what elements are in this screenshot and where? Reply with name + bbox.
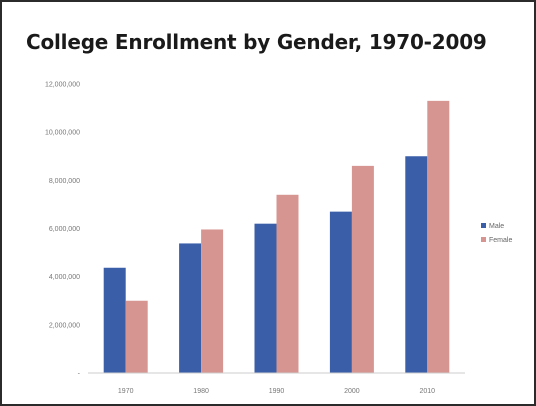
- bar-male-2010: [405, 156, 428, 373]
- y-tick-label: 12,000,000: [45, 82, 80, 89]
- legend-label-female: Female: [489, 237, 512, 244]
- bar-female-1980: [201, 229, 224, 373]
- x-tick-label: 2000: [344, 388, 360, 395]
- bar-male-1990: [254, 223, 277, 373]
- y-tick-label: -: [78, 371, 81, 378]
- chart-title: College Enrollment by Gender, 1970-2009: [26, 30, 487, 54]
- x-tick-label: 1990: [269, 388, 285, 395]
- legend: Male Female: [481, 223, 512, 244]
- x-tick-label: 1970: [118, 388, 134, 395]
- bar-female-1990: [276, 194, 299, 373]
- legend-swatch-male: [481, 223, 486, 228]
- bar-female-1970: [125, 300, 148, 373]
- y-axis-ticks: - 2,000,000 4,000,000 6,000,000 8,000,000 10,…: [45, 82, 81, 378]
- legend-label-male: Male: [489, 223, 504, 230]
- y-tick-label: 4,000,000: [49, 274, 80, 281]
- bar-male-1970: [103, 267, 126, 373]
- y-tick-label: 10,000,000: [45, 130, 80, 137]
- x-tick-label: 2010: [420, 388, 436, 395]
- bar-female-2000: [351, 165, 374, 373]
- y-tick-label: 8,000,000: [49, 178, 80, 185]
- bar-male-2000: [329, 211, 352, 373]
- y-tick-label: 2,000,000: [49, 322, 80, 329]
- x-axis-ticks: 1970 1980 1990 2000 2010: [118, 388, 435, 395]
- legend-swatch-female: [481, 237, 486, 242]
- bar-female-2010: [427, 100, 450, 373]
- bar-male-1980: [179, 243, 202, 373]
- chart-bars: [103, 100, 450, 373]
- y-tick-label: 6,000,000: [49, 226, 80, 233]
- x-tick-label: 1980: [193, 388, 209, 395]
